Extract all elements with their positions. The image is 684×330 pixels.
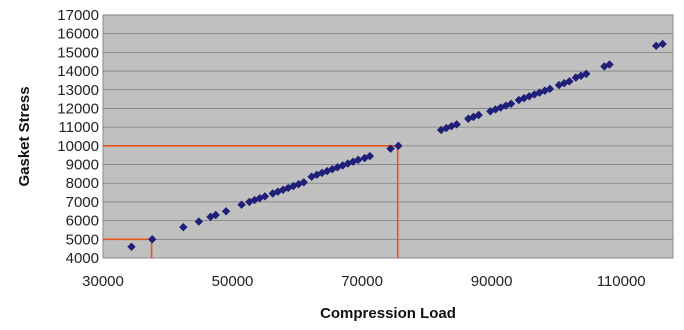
data-point — [354, 155, 363, 165]
y-tick-label: 4000 — [66, 250, 99, 267]
data-point — [206, 212, 215, 222]
data-point — [464, 114, 473, 123]
data-point — [452, 120, 461, 129]
data-point — [582, 69, 591, 79]
y-tick-label: 6000 — [66, 213, 99, 230]
data-point — [221, 207, 231, 216]
y-tick-label: 13000 — [57, 82, 99, 99]
y-tick-label: 10000 — [57, 138, 99, 155]
y-tick-label: 12000 — [57, 100, 99, 117]
data-point — [194, 217, 204, 226]
data-point — [559, 79, 569, 88]
data-point — [519, 93, 529, 103]
y-tick-label: 14000 — [57, 63, 99, 80]
data-point — [365, 151, 375, 161]
x-tick-label: 30000 — [82, 273, 124, 290]
y-axis-ticks: 4000500060007000800090001000011000120001… — [57, 7, 99, 267]
plot-area — [102, 14, 674, 259]
data-point — [474, 110, 483, 120]
data-point — [605, 60, 614, 69]
data-point — [386, 144, 395, 153]
x-tick-label: 110000 — [597, 273, 646, 290]
y-tick-label: 8000 — [66, 175, 99, 192]
data-point — [273, 187, 283, 196]
data-point — [545, 84, 555, 94]
y-tick-label: 17000 — [57, 7, 99, 24]
data-point — [237, 200, 246, 209]
x-tick-label: 90000 — [471, 273, 513, 290]
data-point — [506, 99, 516, 108]
data-point — [179, 222, 188, 232]
data-point — [299, 178, 308, 187]
y-tick-label: 11000 — [58, 119, 99, 136]
y-tick-label: 16000 — [57, 26, 99, 43]
data-point — [600, 62, 609, 71]
data-point — [651, 41, 661, 51]
reference-lines — [103, 145, 399, 258]
data-point — [565, 77, 574, 86]
data-point — [394, 141, 403, 151]
data-point — [211, 210, 220, 220]
data-point — [148, 235, 157, 244]
y-tick-label: 9000 — [66, 157, 99, 174]
x-axis-title: Compression Load — [320, 305, 456, 322]
data-points — [127, 39, 667, 251]
data-point — [658, 39, 667, 49]
data-point — [525, 92, 534, 101]
y-tick-label: 7000 — [66, 194, 99, 211]
data-point — [260, 192, 270, 201]
x-axis-ticks: 30000 50000 70000 90000 110000 — [82, 273, 646, 290]
data-point — [535, 88, 544, 97]
data-point — [514, 95, 524, 105]
x-tick-label: 50000 — [212, 273, 254, 290]
data-point — [127, 242, 136, 251]
y-tick-label: 15000 — [57, 44, 99, 61]
y-tick-label: 5000 — [66, 231, 99, 248]
y-axis-title: Gasket Stress — [16, 86, 33, 186]
data-point — [571, 73, 581, 82]
x-tick-label: 70000 — [341, 273, 383, 290]
data-point — [576, 71, 586, 80]
